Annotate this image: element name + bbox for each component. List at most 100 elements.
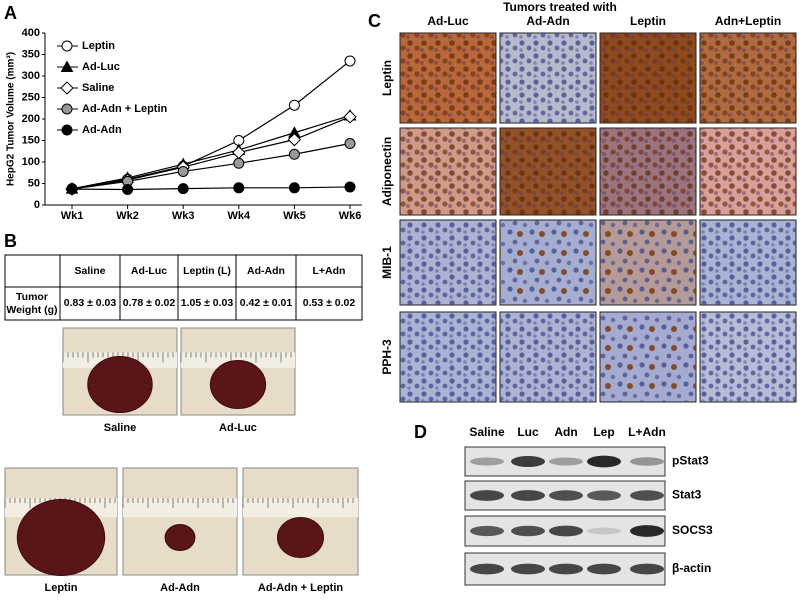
table-cell: 0.83 ± 0.03	[64, 297, 117, 309]
ihc-nuclei	[700, 220, 796, 305]
band	[511, 490, 545, 501]
blot-label: Stat3	[672, 488, 702, 502]
marker	[60, 81, 74, 95]
x-tick-label: Wk2	[116, 210, 139, 222]
ihc-nuclei	[500, 312, 596, 402]
table-cell: 1.05 ± 0.03	[181, 297, 234, 309]
ihc-grid: Ad-Luc Ad-Adn Leptin Adn+Leptin Leptin Adipon…	[380, 14, 797, 403]
band	[587, 563, 621, 575]
x-tick-label: Wk3	[172, 210, 195, 222]
panel-label: A	[4, 3, 17, 23]
legend-label: Leptin	[82, 40, 115, 52]
band	[511, 563, 545, 575]
marker	[60, 60, 74, 72]
legend-label: Saline	[82, 82, 114, 94]
ihc-nuclei	[700, 128, 796, 215]
photos: Saline Ad-Luc Leptin Ad-Adn Ad-Adn + Leptin	[4, 327, 359, 594]
column-header: Saline	[75, 265, 106, 277]
ihc-nuclei	[400, 220, 496, 305]
y-tick-label: 0	[34, 199, 40, 211]
band	[511, 525, 545, 537]
y-tick-label: 50	[28, 177, 40, 189]
band	[549, 525, 583, 537]
band	[470, 490, 504, 501]
panel-title: Tumors treated with	[503, 0, 617, 14]
blot-strip	[464, 446, 666, 477]
marker	[233, 182, 245, 194]
tumor	[16, 499, 106, 577]
x-tick-label: Wk4	[227, 210, 251, 222]
band	[470, 457, 504, 466]
photo-caption: Ad-Adn + Leptin	[258, 582, 344, 594]
column-header: Ad-Adn	[247, 265, 285, 277]
legend-label: Ad-Adn + Leptin	[82, 103, 168, 115]
series-line	[71, 114, 351, 190]
table-cell: 0.53 ± 0.02	[303, 297, 356, 309]
line-chart: HepG2 Tumor Volume (mm³) 0 50 100 150 200 250…	[6, 27, 362, 222]
table-cell: 0.78 ± 0.02	[123, 297, 176, 309]
band	[470, 525, 504, 537]
y-tick-label: 250	[22, 91, 40, 103]
marker	[177, 183, 189, 195]
band	[587, 527, 621, 535]
y-tick-label: 100	[22, 156, 40, 168]
band	[630, 457, 664, 466]
band	[511, 455, 545, 468]
tumor	[87, 356, 153, 414]
panel-label: C	[368, 11, 381, 31]
band	[630, 490, 664, 501]
lane-label: Luc	[517, 425, 539, 439]
marker	[233, 157, 245, 169]
blot-label: β-actin	[672, 561, 711, 575]
band	[549, 490, 583, 501]
marker	[66, 183, 78, 195]
photo-caption: Ad-Adn	[160, 582, 200, 594]
marker	[343, 110, 357, 124]
band	[587, 455, 621, 468]
marker	[61, 40, 73, 52]
table: Saline Ad-Luc Leptin (L) Ad-Adn L+Adn Tumor We…	[4, 254, 363, 321]
y-tick-label: 300	[22, 70, 40, 82]
ruler	[243, 497, 358, 518]
ihc-nuclei	[400, 33, 496, 123]
marker	[61, 103, 73, 115]
column-header: Ad-Luc	[131, 265, 167, 277]
x-tick-label: Wk6	[339, 210, 362, 222]
ihc-nuclei	[600, 220, 696, 305]
ihc-nuclei	[400, 128, 496, 215]
legend-label: Ad-Adn	[82, 124, 122, 136]
band	[549, 457, 583, 466]
photo-caption: Saline	[104, 422, 136, 434]
marker	[177, 165, 189, 177]
blot-label: SOCS3	[672, 523, 713, 537]
x-tick-label: Wk5	[283, 210, 306, 222]
marker	[344, 138, 356, 150]
ihc-nuclei	[500, 220, 596, 305]
ihc-nuclei	[500, 33, 596, 123]
photo	[122, 467, 238, 576]
marker	[288, 99, 300, 111]
column-header: Leptin (L)	[183, 265, 231, 277]
panel-label: B	[4, 231, 17, 251]
table-cell: 0.42 ± 0.01	[240, 297, 293, 309]
series-line	[71, 116, 351, 190]
series-line	[71, 186, 351, 191]
band	[587, 490, 621, 501]
marker	[122, 184, 134, 196]
western-blot: Saline Luc Adn Lep L+Adn pStat3 Stat3 SOCS3 β-ac…	[464, 425, 713, 586]
band	[630, 525, 664, 537]
ihc-nuclei	[600, 33, 696, 123]
row-header: Tumor Weight (g)	[6, 291, 57, 316]
marker	[288, 182, 300, 194]
series-line	[71, 60, 351, 190]
tumor	[277, 517, 324, 559]
lane-label: L+Adn	[628, 425, 666, 439]
lane-label: Lep	[593, 425, 614, 439]
lane-label: Adn	[554, 425, 577, 439]
marker	[344, 181, 356, 193]
marker	[344, 55, 356, 67]
column-header: Leptin	[630, 14, 666, 28]
tumor	[164, 524, 196, 552]
band	[549, 563, 583, 575]
